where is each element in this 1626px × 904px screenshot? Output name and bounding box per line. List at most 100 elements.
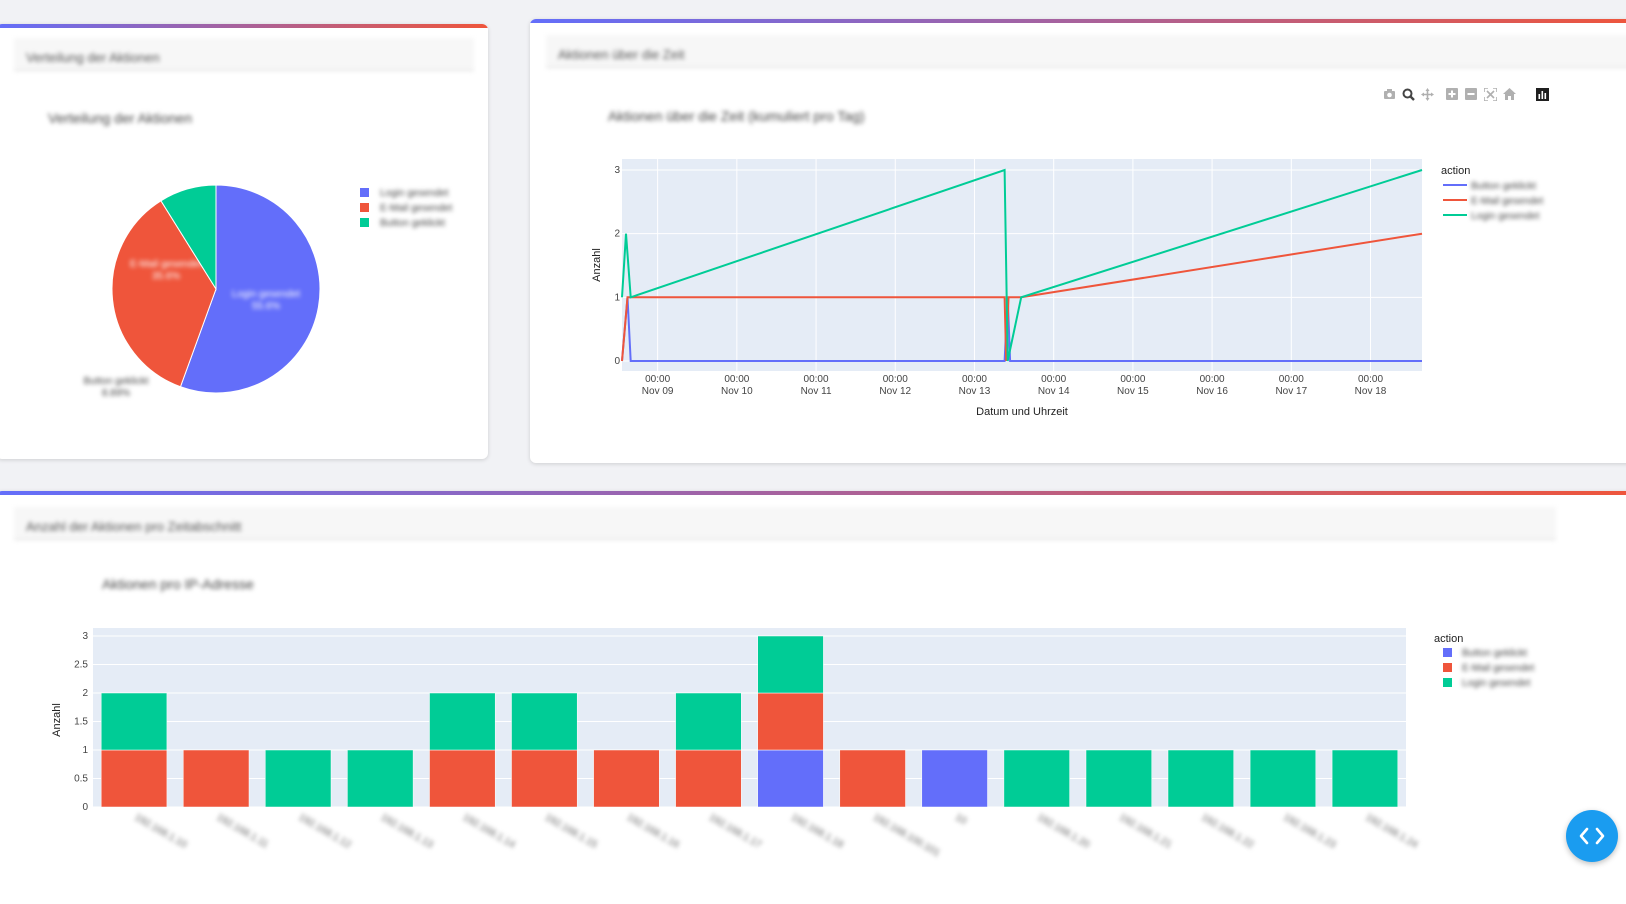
bar-chart-card: Anzahl der Aktionen pro Zeitabschnitt Ak…: [0, 491, 1626, 904]
x-tick-date: Nov 17: [1275, 386, 1307, 397]
bar-segment: [265, 749, 332, 808]
x-tick-label: 192.168.1.17: [707, 812, 763, 851]
x-tick-date: Nov 16: [1196, 386, 1228, 397]
bar-segment: [511, 749, 578, 808]
x-tick-label: 192.168.1.24: [1363, 812, 1419, 851]
bar-segment: [921, 749, 988, 808]
x-tick-date: Nov 18: [1355, 386, 1387, 397]
x-tick-time: 00:00: [883, 374, 908, 385]
bar-segment: [757, 749, 824, 808]
reset-axes-icon[interactable]: [1502, 87, 1516, 101]
x-tick-time: 00:00: [804, 374, 829, 385]
pie-slice-label: 35.6%: [152, 271, 180, 282]
x-tick-label: 192.168.1.11: [215, 812, 271, 851]
x-tick-label: 192.168.1.23: [1281, 812, 1337, 851]
bar-segment: [1085, 749, 1152, 808]
legend-swatch: [1443, 648, 1452, 657]
x-tick-label: 192.168.1.20: [1035, 812, 1091, 851]
x-tick-label: 192.168.1.12: [297, 812, 353, 851]
zoom-in-icon[interactable]: [1445, 87, 1459, 101]
pie-slice: [179, 184, 321, 394]
bar-chart-title: Aktionen pro IP-Adresse: [102, 576, 254, 592]
line-chart-card: Aktionen über die Zeit Aktionen über die…: [530, 19, 1626, 463]
x-tick-date: Nov 12: [879, 386, 911, 397]
legend-label: Button geklickt: [380, 218, 445, 229]
x-tick-date: Nov 14: [1038, 386, 1070, 397]
code-toggle-button[interactable]: [1566, 810, 1618, 862]
y-tick-label: 3: [82, 631, 88, 642]
plotly-logo-icon[interactable]: [1535, 87, 1549, 101]
legend-label: Login gesendet: [1471, 211, 1540, 222]
legend-label: Button geklickt: [1471, 181, 1536, 192]
x-axis-title: Datum und Uhrzeit: [976, 406, 1068, 418]
x-tick-time: 00:00: [1358, 374, 1383, 385]
legend-label: Login gesendet: [1462, 678, 1531, 689]
series-line: [621, 168, 1423, 362]
x-tick-label: 192.168.1.14: [461, 812, 517, 851]
modebar: [1382, 87, 1549, 101]
pie-slice-label: 55.6%: [252, 301, 280, 312]
legend-label: E-Mail gesendet: [380, 203, 452, 214]
bar-segment: [1331, 749, 1399, 808]
bar-segment: [1249, 749, 1317, 808]
code-icon: [1579, 827, 1605, 845]
x-tick-date: Nov 15: [1117, 386, 1149, 397]
plot-area: [622, 159, 1422, 371]
bar-segment: [839, 749, 906, 808]
x-tick-label: 192.168.1.15: [543, 812, 599, 851]
bar-segment: [183, 749, 250, 808]
line-chart-title: Aktionen über die Zeit (kumuliert pro Ta…: [608, 108, 865, 124]
y-tick-label: 1: [82, 745, 88, 756]
x-tick-label: 192.168.1.13: [379, 812, 435, 851]
legend-label: Login gesendet: [380, 188, 449, 199]
bar-segment: [100, 692, 168, 751]
y-tick-label: 1: [614, 292, 620, 303]
x-tick-label: 192.168.1.22: [1199, 812, 1255, 851]
legend-swatch: [1443, 678, 1452, 687]
x-tick-label: 192.168.1.18: [789, 812, 845, 851]
x-tick-time: 00:00: [1279, 374, 1304, 385]
pie-chart-card: Verteilung der Aktionen Verteilung der A…: [0, 24, 488, 459]
legend-label: E-Mail gesendet: [1462, 663, 1534, 674]
legend-swatch: [360, 218, 369, 227]
pie-slice-label: Login gesendet: [232, 289, 301, 300]
x-tick-label: 10: [953, 812, 969, 827]
legend-title: action: [1434, 633, 1463, 645]
y-tick-label: 0: [82, 802, 88, 813]
zoom-icon[interactable]: [1401, 87, 1415, 101]
camera-icon[interactable]: [1382, 87, 1396, 101]
y-tick-label: 0.5: [74, 774, 88, 785]
x-tick-date: Nov 09: [642, 386, 674, 397]
x-tick-date: Nov 11: [801, 386, 832, 397]
y-tick-label: 3: [614, 165, 620, 176]
bar-segment: [429, 749, 496, 808]
autoscale-icon[interactable]: [1483, 87, 1497, 101]
bar-segment: [429, 692, 496, 751]
pie-slice-label: Button geklickt: [83, 376, 148, 387]
pan-icon[interactable]: [1420, 87, 1434, 101]
x-tick-time: 00:00: [1120, 374, 1145, 385]
x-tick-label: 192.168.1.16: [625, 812, 681, 851]
x-tick-time: 00:00: [645, 374, 670, 385]
legend-label: Button geklickt: [1462, 648, 1527, 659]
y-tick-label: 1.5: [74, 717, 88, 728]
x-tick-label: 192.168.1.21: [1117, 812, 1173, 851]
legend-swatch: [1443, 663, 1452, 672]
y-axis-title: Anzahl: [591, 248, 603, 282]
zoom-out-icon[interactable]: [1464, 87, 1478, 101]
bar-card-header: Anzahl der Aktionen pro Zeitabschnitt: [14, 507, 1556, 540]
y-tick-label: 2: [614, 229, 620, 240]
legend-label: E-Mail gesendet: [1471, 196, 1543, 207]
pie-slice: [160, 184, 217, 291]
bar-segment: [675, 749, 742, 808]
bar-segment: [675, 692, 742, 751]
pie-slice: [111, 200, 217, 388]
y-tick-label: 0: [614, 356, 620, 367]
pie-slice-label: 8.89%: [102, 388, 130, 399]
bar-segment: [347, 749, 414, 808]
bar-chart: 0 0.5 1 1.5 2 2.5 3 192.168.1.10 192.168.1.11 192…: [51, 628, 1534, 859]
pie-slice-label: E-Mail gesendet: [130, 259, 202, 270]
bar-segment: [593, 749, 660, 808]
